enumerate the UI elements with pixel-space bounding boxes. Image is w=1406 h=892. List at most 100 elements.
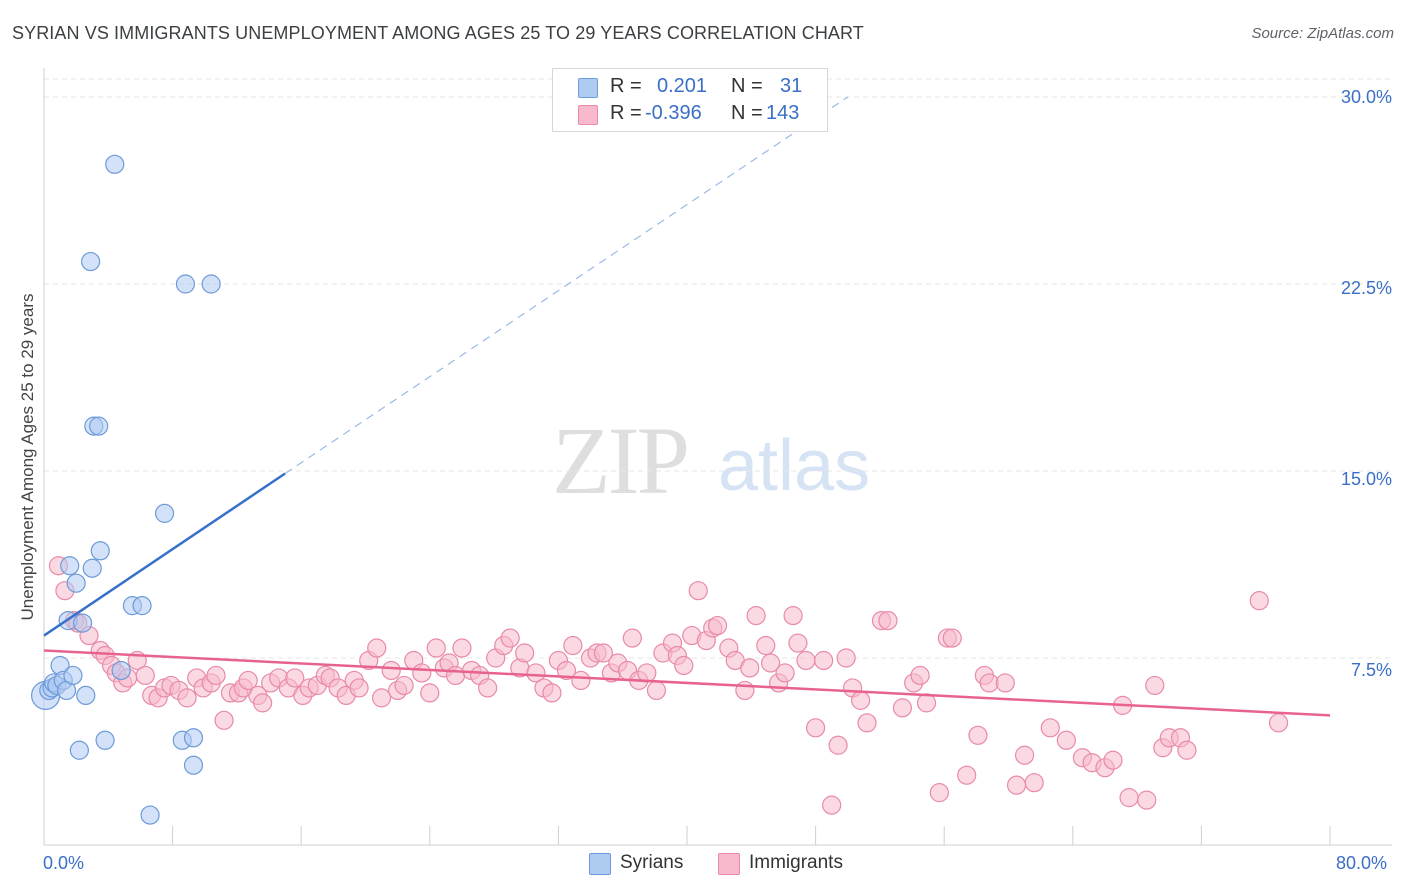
legend-n-label: N = [731,75,763,97]
legend-r-value: 0.201 [657,75,708,97]
legend-r-label: R = [610,75,642,97]
immigrant-point [285,668,305,688]
immigrant-point [426,638,446,658]
legend-r-value: -0.396 [645,102,702,124]
immigrant-point [206,665,226,686]
bottom-legend-label: Syrians [620,852,684,873]
immigrant-point [1119,788,1139,808]
immigrant-point [214,710,234,730]
immigrant-point [542,683,562,703]
syrian-point [89,416,109,436]
immigrants-legend-swatch-icon [718,853,740,875]
syrian-point [140,805,160,825]
immigrant-point [979,673,999,693]
syrian-point [183,728,204,748]
immigrant-point [1014,745,1035,765]
syrian-point [60,556,80,576]
syrian-point [154,503,175,523]
immigrant-point [253,693,273,713]
immigrant-point [1137,790,1157,810]
correlation-legend: R = 0.201 N = 31 R = -0.396 N = 143 [552,68,828,132]
immigrant-point [1249,591,1269,611]
immigrant-point [707,615,728,636]
y-tick-label: 30.0% [1340,87,1392,107]
bottom-legend-label: Immigrants [749,852,843,873]
legend-n-value: 143 [766,102,800,124]
syrian-point [76,685,96,706]
immigrant-point [836,648,856,668]
immigrant-point [622,628,642,648]
immigrant-point [420,683,440,703]
syrians-trend-line [43,472,286,637]
immigrant-point [177,688,197,708]
legend-row-syrians: R = 0.201 N = 31 [553,74,827,100]
x-tick-label-max: 80.0% [1336,853,1388,873]
syrian-point [63,665,83,686]
syrian-point [82,558,102,578]
immigrant-point [1040,718,1060,738]
immigrants-swatch-icon [578,105,598,125]
immigrant-point [646,680,667,701]
grid-lines [44,78,1392,659]
y-axis-title: Unemployment Among Ages 25 to 29 years [18,293,37,621]
immigrant-point [1177,740,1197,760]
immigrant-point [995,673,1015,693]
immigrant-point [828,735,848,755]
immigrant-point [878,610,898,631]
axes [43,68,1392,846]
syrian-point [183,755,204,775]
immigrant-point [445,665,466,686]
syrians-trend-extension [284,96,849,474]
immigrant-point [367,638,387,658]
immigrant-point [526,663,546,683]
legend-row-immigrants: R = -0.396 N = 143 [553,101,827,127]
syrian-point [175,274,196,294]
immigrant-point [796,650,816,671]
syrians-points [31,154,221,825]
immigrant-point [942,628,962,648]
y-tick-label: 7.5% [1350,660,1392,680]
immigrant-point [238,670,258,691]
immigrant-point [556,660,577,681]
syrian-point [111,660,131,681]
watermark-atlas: atlas [718,426,871,506]
immigrant-point [746,606,766,626]
immigrant-point [1145,675,1165,696]
syrians-legend-swatch-icon [589,853,611,875]
immigrant-point [851,690,871,710]
immigrant-point [916,693,937,713]
immigrant-point [1103,750,1123,770]
legend-n-label: N = [731,102,763,124]
immigrant-point [593,643,614,663]
immigrant-point [822,795,842,815]
immigrant-point [775,663,795,683]
immigrant-point [788,633,808,653]
chart-title: SYRIAN VS IMMIGRANTS UNEMPLOYMENT AMONG … [12,23,864,43]
immigrant-point [968,725,988,745]
immigrant-point [394,675,414,696]
syrian-point [81,251,101,272]
immigrant-point [1024,773,1044,793]
syrian-point [90,541,110,561]
immigrant-point [563,635,583,656]
immigrant-point [688,581,708,601]
trend-lines [43,96,1331,717]
immigrant-point [857,713,877,733]
x-tick-label-min: 0.0% [43,853,85,873]
immigrant-point [412,663,432,683]
immigrant-point [910,665,930,686]
y-tick-label: 22.5% [1340,278,1392,298]
syrian-point [66,573,86,593]
syrian-point [69,740,89,760]
chart-source: Source: ZipAtlas.com [1251,25,1394,42]
immigrant-point [571,670,591,691]
immigrant-point [957,765,977,785]
y-tick-label: 15.0% [1340,469,1392,489]
immigrant-point [452,638,472,658]
immigrants-trend-line [43,649,1331,717]
syrian-point [105,154,125,174]
immigrant-point [814,650,834,671]
immigrant-point [929,783,949,803]
immigrant-point [735,680,755,701]
